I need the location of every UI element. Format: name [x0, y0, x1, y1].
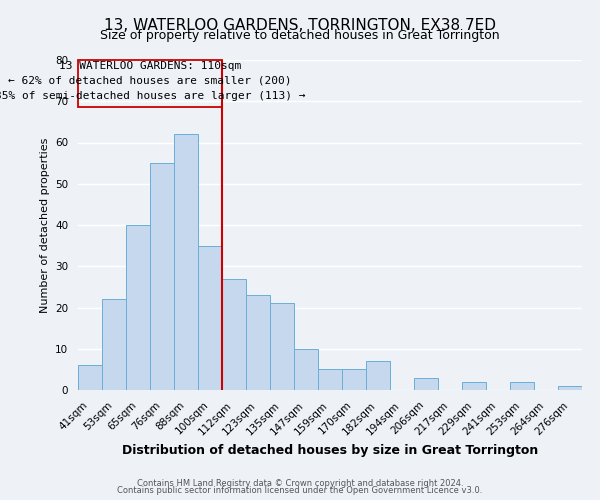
Text: Contains public sector information licensed under the Open Government Licence v3: Contains public sector information licen…	[118, 486, 482, 495]
Bar	[558, 386, 582, 390]
Bar	[270, 304, 294, 390]
Bar	[414, 378, 438, 390]
Bar	[102, 299, 126, 390]
Y-axis label: Number of detached properties: Number of detached properties	[40, 138, 50, 312]
Bar	[318, 370, 342, 390]
Bar	[294, 349, 318, 390]
Bar	[174, 134, 198, 390]
Bar	[510, 382, 534, 390]
Bar	[126, 225, 150, 390]
Bar	[150, 163, 174, 390]
Text: 13, WATERLOO GARDENS, TORRINGTON, EX38 7ED: 13, WATERLOO GARDENS, TORRINGTON, EX38 7…	[104, 18, 496, 32]
Bar	[462, 382, 486, 390]
X-axis label: Distribution of detached houses by size in Great Torrington: Distribution of detached houses by size …	[122, 444, 538, 456]
Text: 13 WATERLOO GARDENS: 110sqm: 13 WATERLOO GARDENS: 110sqm	[59, 61, 241, 71]
Text: 35% of semi-detached houses are larger (113) →: 35% of semi-detached houses are larger (…	[0, 92, 305, 102]
Bar	[222, 278, 246, 390]
Text: ← 62% of detached houses are smaller (200): ← 62% of detached houses are smaller (20…	[8, 76, 292, 86]
Bar	[246, 295, 270, 390]
Text: Size of property relative to detached houses in Great Torrington: Size of property relative to detached ho…	[100, 29, 500, 42]
Bar	[78, 365, 102, 390]
Bar	[366, 361, 390, 390]
Text: Contains HM Land Registry data © Crown copyright and database right 2024.: Contains HM Land Registry data © Crown c…	[137, 478, 463, 488]
Bar	[198, 246, 222, 390]
Bar	[342, 370, 366, 390]
